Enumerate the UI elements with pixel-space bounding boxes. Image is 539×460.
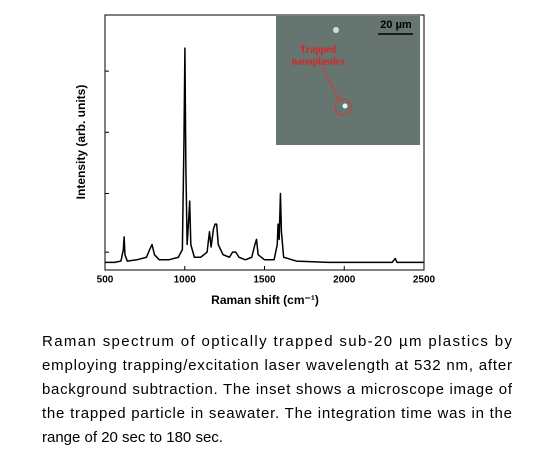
inset-circle — [334, 98, 352, 116]
inset-particle — [342, 103, 348, 109]
inset-label: nanoplastics — [292, 56, 345, 67]
scale-label: 20 µm — [380, 19, 412, 31]
caption-line: the trapped particle in seawater. The in… — [42, 405, 512, 422]
x-axis-label: Raman shift (cm⁻¹) — [211, 293, 319, 307]
x-tick-label: 1000 — [174, 275, 197, 286]
caption-line: range of 20 sec to 180 sec. — [42, 429, 223, 446]
inset-speck — [333, 27, 339, 33]
caption-line: Raman spectrum of optically trapped sub-… — [42, 333, 513, 350]
x-tick-label: 1500 — [253, 275, 276, 286]
inset-arrow — [321, 65, 340, 101]
caption-line: employing trapping/excitation laser wave… — [42, 357, 512, 374]
caption-line: background subtraction. The inset shows … — [42, 381, 513, 398]
x-tick-label: 500 — [97, 275, 114, 286]
spectrum-line — [105, 47, 424, 264]
x-tick-label: 2500 — [413, 275, 436, 286]
inset-image — [276, 16, 420, 145]
inset-label: Trapped — [300, 44, 337, 55]
y-axis-label: Intensity (arb. units) — [74, 85, 88, 200]
x-tick-label: 2000 — [333, 275, 356, 286]
